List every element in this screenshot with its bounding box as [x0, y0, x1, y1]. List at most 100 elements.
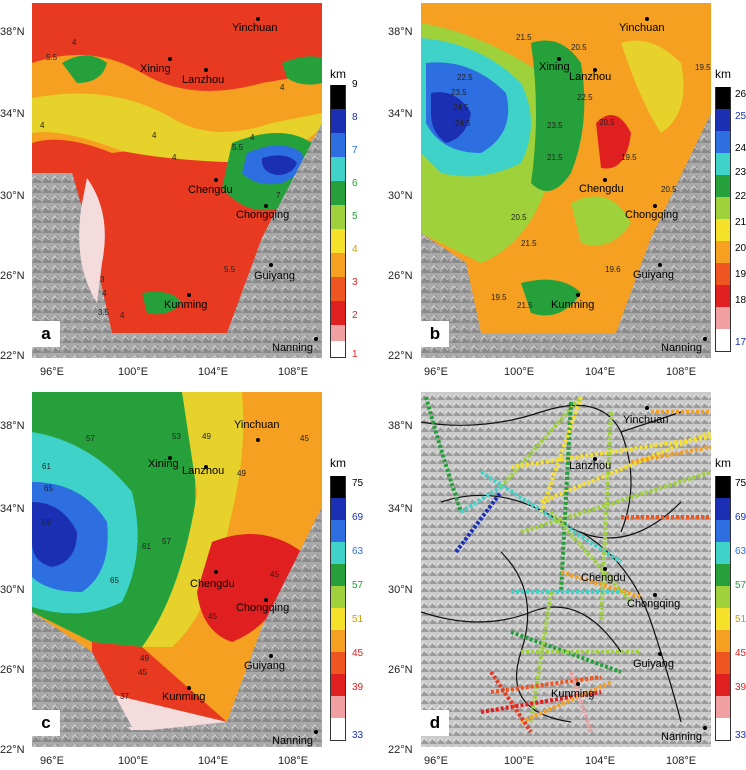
city-label-chongqing: Chongqing [236, 209, 290, 221]
lat-label-c-38: 38°N [0, 420, 25, 432]
contour-label: 49 [202, 432, 211, 441]
panel-letter-b: b [421, 321, 449, 347]
colorbar-tick: 9 [352, 79, 358, 90]
colorbar-tick: 25 [735, 111, 746, 122]
contour-label: 19.5 [491, 293, 507, 302]
city-dot-chengdu [214, 178, 218, 182]
city-label-nanning: Nanning [661, 731, 702, 743]
colorbar-tick: 69 [735, 512, 746, 523]
colorbar-swatch [330, 157, 346, 181]
city-dot-xining [557, 57, 561, 61]
city-label-yinchuan: Yinchuan [234, 419, 280, 431]
colorbar-swatch [330, 674, 346, 696]
contour-label: 23.5 [451, 88, 467, 97]
contour-label: 61 [142, 542, 151, 551]
contour-label: 4 [152, 131, 157, 140]
city-dot-nanning [703, 337, 707, 341]
colorbar-tick: 17 [735, 337, 746, 348]
city-label-chongqing: Chongqing [236, 602, 290, 614]
colorbar-swatch [715, 630, 731, 652]
lon-label-b-108: 108°E [666, 366, 697, 378]
colorbar-tick: 20 [735, 243, 746, 254]
colorbar-swatch [330, 325, 346, 341]
city-dot-lanzhou [593, 457, 597, 461]
city-label-guiyang: Guiyang [244, 660, 285, 672]
contour-label: 24.5 [453, 103, 469, 112]
colorbar-tick: 33 [735, 730, 746, 741]
colorbar-tick: 45 [352, 648, 364, 659]
contour-label: 49 [237, 469, 246, 478]
colorbar-swatch [330, 520, 346, 542]
colorbar-tick: 33 [352, 730, 364, 741]
city-dot-kunming [187, 686, 191, 690]
contour-label: 4 [250, 133, 255, 142]
city-dot-yinchuan [256, 438, 260, 442]
city-dot-kunming [576, 682, 580, 686]
city-label-kunming: Kunming [551, 299, 595, 311]
city-dot-chongqing [264, 598, 268, 602]
colorbar-tick: 75 [735, 478, 746, 489]
contour-label: 5.5 [232, 143, 244, 152]
lon-label-a-96: 96°E [40, 366, 64, 378]
colorbar-tick: 63 [735, 546, 746, 557]
colorbar-tick: 75 [352, 478, 364, 489]
contour-label: 19.5 [621, 153, 637, 162]
city-dot-kunming [187, 293, 191, 297]
city-dot-xining [168, 456, 172, 460]
colorbar-swatch [715, 307, 731, 329]
lat-label-b-22: 22°N [388, 350, 413, 362]
contour-label: 45 [300, 434, 309, 443]
city-label-guiyang: Guiyang [633, 658, 674, 670]
colorbar-swatch [330, 229, 346, 253]
city-label-lanzhou: Lanzhou [569, 460, 612, 472]
contour-label: 19.5 [695, 63, 711, 72]
lat-label-d-38: 38°N [388, 420, 413, 432]
colorbar-swatch [330, 718, 346, 741]
colorbar-swatch [715, 696, 731, 718]
contour-label: 4 [120, 311, 125, 320]
colorbar-tick: 3 [352, 277, 358, 288]
colorbar-tick: 18 [735, 295, 746, 306]
lat-label-b-30: 30°N [388, 190, 413, 202]
city-label-yinchuan: Yinchuan [232, 22, 278, 34]
contour-label: 20.5 [511, 213, 527, 222]
city-label-guiyang: Guiyang [254, 270, 295, 282]
contour-label: 5.5 [46, 53, 58, 62]
panel-letter-d: d [421, 710, 449, 736]
lat-label-d-26: 26°N [388, 664, 413, 676]
colorbar-swatch [330, 133, 346, 157]
colorbar-tick: 4 [352, 244, 358, 255]
contour-label: 23.5 [547, 121, 563, 130]
colorbar-tick: 69 [352, 512, 364, 523]
city-dot-yinchuan [645, 406, 649, 410]
contour-label: 22.5 [457, 73, 473, 82]
colorbar-unit-a: km [330, 67, 346, 81]
colorbar-tick: 5 [352, 211, 358, 222]
city-label-nanning: Nanning [661, 342, 702, 354]
contour-label: 45 [138, 668, 147, 677]
colorbar-swatch [715, 564, 731, 586]
contour-label: 65 [44, 484, 53, 493]
lon-label-b-96: 96°E [424, 366, 448, 378]
contour-label: 57 [86, 434, 95, 443]
colorbar-swatch [330, 109, 346, 133]
contour-label: 45 [270, 570, 279, 579]
lat-label-d-34: 34°N [388, 503, 413, 515]
colorbar-swatch [330, 696, 346, 718]
colorbar-tick: 51 [352, 614, 364, 625]
map-c: c Yinchuan Xining Lanzhou Chengdu Chongq… [32, 392, 322, 747]
colorbar-swatch [330, 652, 346, 674]
colorbar-tick: 51 [735, 614, 746, 625]
contour-label: 61 [42, 462, 51, 471]
contour-label: 22.5 [577, 93, 593, 102]
colorbar-c: km 75 69 63 57 51 45 39 33 [330, 456, 390, 756]
colorbar-swatch [715, 476, 731, 498]
contour-label: 19.6 [605, 265, 621, 274]
colorbar-tick: 22 [735, 191, 746, 202]
lon-label-c-100: 100°E [118, 755, 149, 767]
city-label-chongqing: Chongqing [627, 598, 681, 610]
city-dot-nanning [314, 730, 318, 734]
colorbar-swatch [330, 586, 346, 608]
colorbar-swatch [330, 301, 346, 325]
colorbar-swatch [715, 131, 731, 153]
